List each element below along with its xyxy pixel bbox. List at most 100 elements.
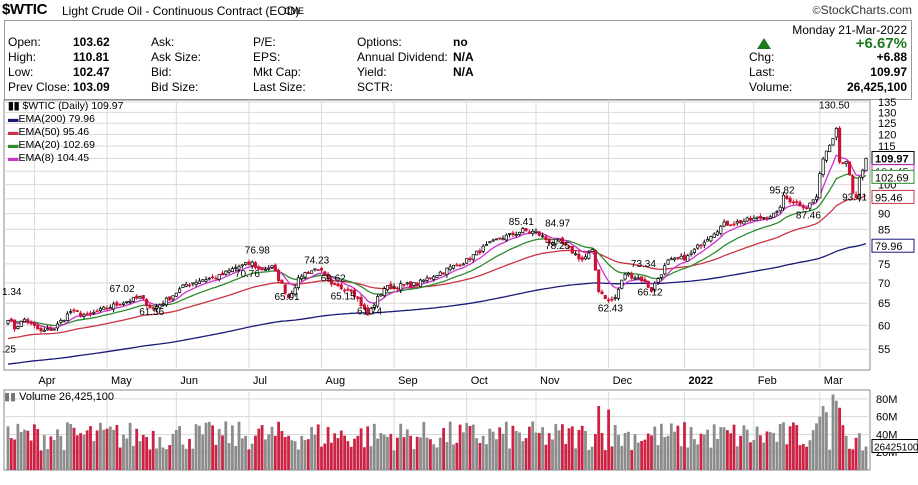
candle-body: [729, 224, 733, 227]
quote-label: Bid Size:: [151, 80, 199, 94]
volume-bar: [138, 441, 142, 470]
volume-bar: [445, 442, 449, 470]
volume-bar: [333, 433, 337, 470]
candle-body: [544, 236, 548, 241]
candle-body: [310, 270, 314, 274]
candle-body: [706, 239, 710, 242]
y-tick-label: 135: [878, 97, 896, 109]
quote-value: 103.09: [73, 80, 110, 94]
candle-body: [220, 272, 225, 276]
candle-body: [574, 253, 578, 256]
volume-bar: [798, 445, 802, 470]
x-tick-label: Nov: [540, 375, 560, 387]
x-tick-label: Jul: [253, 375, 267, 387]
volume-bar: [501, 433, 505, 470]
quote-value: 102.47: [73, 65, 110, 79]
candle-body: [781, 194, 786, 209]
volume-bar: [448, 421, 452, 470]
candle-body: [46, 328, 50, 331]
x-tick-label: May: [111, 375, 132, 387]
candle-body: [824, 150, 828, 161]
volume-bar: [795, 425, 799, 470]
volume-bar: [26, 430, 30, 470]
volume-bar: [683, 422, 686, 470]
x-tick-label: Apr: [38, 375, 55, 387]
candle-body: [385, 285, 390, 291]
volume-bar: [386, 436, 389, 470]
y-tick-label: 55: [878, 344, 890, 356]
volume-bar: [808, 440, 812, 470]
volume-bar: [518, 432, 521, 470]
volume-bar: [85, 430, 89, 470]
volume-bar: [277, 421, 280, 470]
candle-body: [293, 287, 297, 295]
price-annotation: 65.01: [275, 292, 300, 303]
volume-bar: [485, 444, 488, 470]
candle-body: [270, 265, 274, 268]
ema200-line: [7, 242, 867, 365]
volume-bar: [346, 441, 350, 470]
candle-body: [187, 284, 192, 287]
volume-bar: [858, 433, 861, 470]
candle-body: [534, 230, 538, 233]
volume-bar: [854, 437, 858, 470]
candle-body: [148, 304, 152, 308]
candle-body: [712, 233, 716, 238]
candle-body: [626, 273, 630, 276]
candle-body: [412, 282, 416, 286]
volume-bar: [465, 423, 469, 470]
volume-bar: [759, 435, 762, 470]
candle-body: [795, 201, 799, 203]
candle-body: [42, 329, 46, 332]
candle-body: [630, 273, 634, 279]
volume-bar: [726, 430, 729, 470]
volume-bar: [419, 437, 422, 470]
volume-bar: [257, 428, 261, 470]
candle-body: [861, 169, 865, 178]
candle-body: [537, 231, 541, 236]
candle-body: [98, 308, 102, 311]
candle-body: [339, 284, 343, 290]
candle-body: [85, 313, 89, 315]
volume-bar: [260, 425, 264, 470]
volume-bar: [551, 439, 554, 470]
candle-body: [471, 254, 475, 260]
candle-body: [356, 296, 360, 299]
volume-bar: [755, 426, 759, 470]
volume-bar: [13, 439, 16, 470]
candle-body: [775, 211, 779, 213]
volume-bar: [663, 437, 667, 470]
candle-body: [52, 328, 56, 331]
volume-bar: [534, 432, 538, 470]
price-annotation: 84.97: [545, 218, 570, 229]
volume-bar: [214, 444, 218, 470]
price-annotation: 61.56: [139, 307, 164, 318]
volume-bar: [89, 426, 92, 470]
candle-body: [366, 307, 370, 316]
candle-body: [656, 278, 660, 283]
volume-bar: [389, 433, 393, 470]
candle-body: [808, 202, 812, 209]
up-arrow-icon: [757, 38, 771, 49]
candle-body: [181, 284, 185, 288]
quote-label: High:: [8, 50, 37, 64]
volume-bar: [778, 424, 782, 470]
volume-bar: [435, 447, 439, 470]
volume-bar: [422, 421, 426, 470]
volume-bar: [39, 450, 43, 470]
candle-body: [517, 231, 522, 235]
price-annotation: 87.46: [796, 211, 821, 222]
volume-bar: [610, 446, 614, 470]
price-annotation: 62.43: [598, 303, 623, 314]
candle-body: [841, 162, 845, 164]
price-badge-box: [871, 169, 915, 184]
copyright-mark: ©: [812, 5, 821, 17]
candle-body: [653, 282, 657, 291]
percent-change: +6.67%: [855, 35, 907, 52]
volume-bar: [141, 434, 145, 470]
candle-body: [623, 273, 627, 280]
volume-bar: [188, 438, 191, 470]
candle-body: [570, 245, 574, 254]
volume-bar: [468, 426, 472, 470]
candle-body: [801, 206, 805, 209]
